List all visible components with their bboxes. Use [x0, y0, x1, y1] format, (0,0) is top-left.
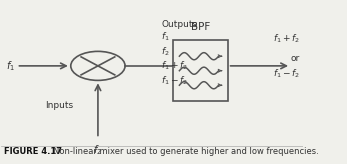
Text: $f_1 + f_2$: $f_1 + f_2$	[161, 60, 188, 72]
Text: BPF: BPF	[191, 22, 210, 32]
Text: $f_1 - f_2$: $f_1 - f_2$	[273, 68, 300, 80]
Text: $f_1 + f_2$: $f_1 + f_2$	[273, 32, 300, 45]
Text: Non-linear mixer used to generate higher and low frequencies.: Non-linear mixer used to generate higher…	[53, 147, 319, 156]
Text: FIGURE 4.17: FIGURE 4.17	[5, 147, 62, 156]
Text: $f_1$: $f_1$	[6, 59, 15, 73]
Bar	[174, 40, 228, 101]
Text: $f_2$: $f_2$	[161, 45, 170, 58]
Text: $f_1$: $f_1$	[161, 31, 170, 43]
Text: Outputs: Outputs	[161, 20, 197, 29]
Text: Inputs: Inputs	[45, 101, 73, 110]
Text: $f_1 - f_2$: $f_1 - f_2$	[161, 74, 188, 87]
Text: $f_2$: $f_2$	[93, 143, 102, 157]
Text: or: or	[291, 54, 300, 63]
